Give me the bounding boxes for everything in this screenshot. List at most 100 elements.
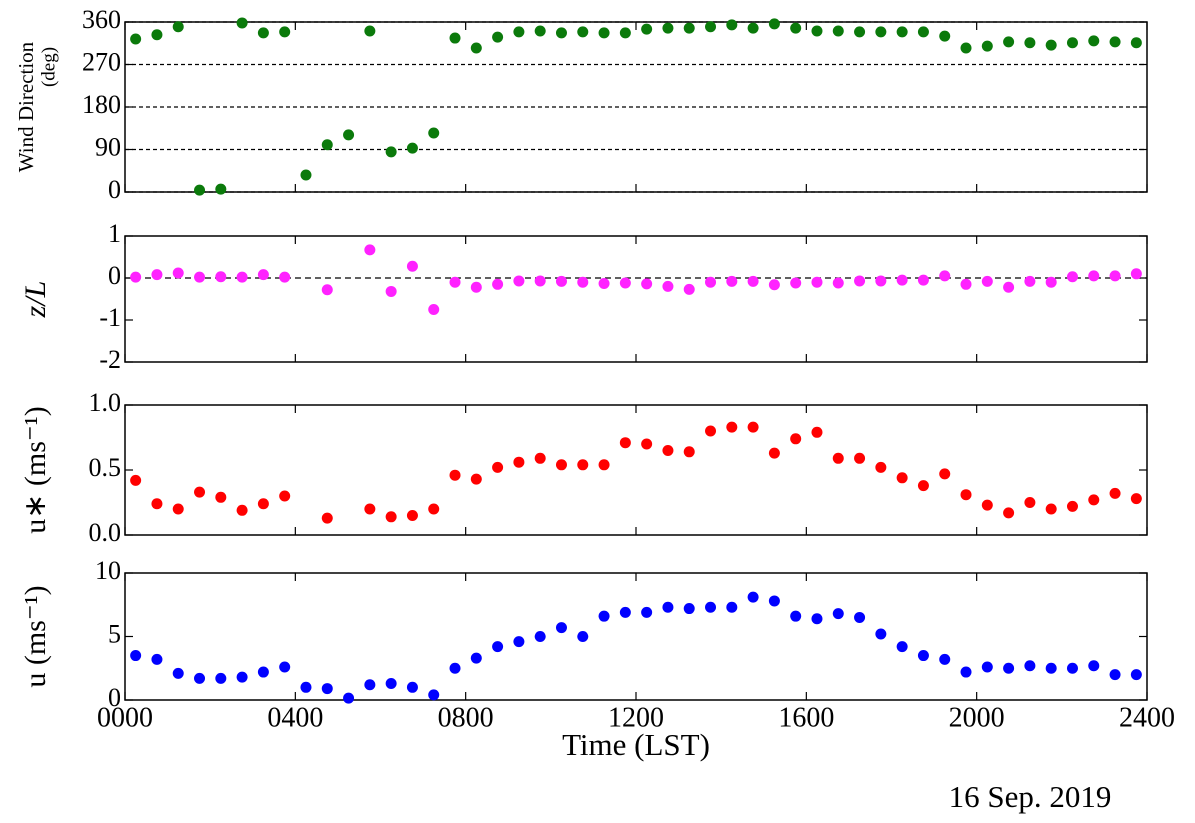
data-point (1003, 662, 1015, 674)
data-point (449, 469, 461, 481)
data-point (1066, 271, 1078, 283)
data-point (1109, 36, 1121, 48)
data-point (598, 277, 610, 289)
data-point (896, 472, 908, 484)
data-point (662, 22, 674, 34)
data-point (215, 672, 227, 684)
data-point (215, 183, 227, 195)
data-point (1088, 494, 1100, 506)
y-tick-label: 180 (82, 90, 121, 119)
data-point (492, 31, 504, 43)
date-label: 16 Sep. 2019 (949, 779, 1112, 814)
data-point (939, 270, 951, 282)
plot-frame (124, 572, 1148, 701)
data-point (555, 459, 567, 471)
data-point (279, 661, 291, 673)
data-point (768, 447, 780, 459)
data-point (577, 459, 589, 471)
data-point (854, 275, 866, 287)
data-point (321, 512, 333, 524)
data-point (641, 278, 653, 290)
data-point (1109, 487, 1121, 499)
data-point (1130, 37, 1142, 49)
data-point (364, 244, 376, 256)
data-point (705, 21, 717, 33)
data-point (768, 18, 780, 30)
y-tick-label: 10 (95, 556, 121, 585)
plot-frame (124, 21, 1148, 193)
data-point (1003, 281, 1015, 293)
data-point (896, 26, 908, 38)
data-point (875, 275, 887, 287)
data-point (726, 601, 738, 613)
data-point (236, 504, 248, 516)
y-tick-label: 270 (82, 47, 121, 76)
data-point (641, 606, 653, 618)
data-point (449, 32, 461, 44)
data-point (1066, 662, 1078, 674)
y-tick-label: 0 (108, 683, 121, 712)
data-point (1088, 270, 1100, 282)
data-point (619, 277, 631, 289)
data-point (130, 474, 142, 486)
data-point (470, 42, 482, 54)
data-point (832, 25, 844, 37)
data-point (854, 26, 866, 38)
data-point (641, 23, 653, 35)
data-point (279, 26, 291, 38)
data-point (939, 468, 951, 480)
data-point (428, 304, 440, 315)
data-point (428, 127, 440, 139)
data-point (470, 473, 482, 485)
data-point (981, 40, 993, 52)
data-point (981, 275, 993, 287)
data-point (619, 437, 631, 449)
data-point (1045, 503, 1057, 515)
data-point (790, 22, 802, 34)
y-tick-label: 0.5 (89, 453, 122, 482)
data-point (811, 25, 823, 37)
data-point (257, 269, 269, 281)
data-point (492, 278, 504, 290)
data-point (705, 601, 717, 613)
data-point (236, 17, 248, 29)
data-point (854, 611, 866, 623)
data-point (406, 142, 418, 154)
data-point (577, 26, 589, 38)
data-point (1066, 37, 1078, 49)
data-point (1088, 35, 1100, 47)
data-point (577, 276, 589, 288)
data-point (768, 279, 780, 291)
data-point (917, 480, 929, 492)
data-point (151, 653, 163, 665)
y-tick-label: 0 (108, 175, 121, 204)
data-point (555, 27, 567, 39)
data-point (726, 19, 738, 31)
data-point (939, 653, 951, 665)
x-tick-label: 1200 (608, 702, 664, 733)
data-point (1045, 39, 1057, 51)
y-tick-label: 5 (108, 619, 121, 648)
data-point (1088, 660, 1100, 672)
data-point (279, 271, 291, 283)
y-axis-label: z/L (19, 281, 52, 319)
data-point (513, 275, 525, 287)
data-point (790, 433, 802, 445)
data-point (1024, 275, 1036, 287)
data-point (768, 595, 780, 607)
data-point (236, 271, 248, 283)
data-point (385, 146, 397, 158)
x-tick-label: 2000 (949, 702, 1005, 733)
data-point (215, 491, 227, 503)
data-point (321, 683, 333, 695)
x-axis-label: Time (LST) (562, 727, 710, 762)
data-point (726, 421, 738, 433)
data-point (406, 681, 418, 693)
x-tick-label: 0000 (97, 702, 153, 733)
data-point (534, 452, 546, 464)
data-point (364, 679, 376, 691)
data-point (130, 650, 142, 662)
data-point (257, 27, 269, 39)
data-point (257, 666, 269, 678)
data-point (662, 280, 674, 292)
